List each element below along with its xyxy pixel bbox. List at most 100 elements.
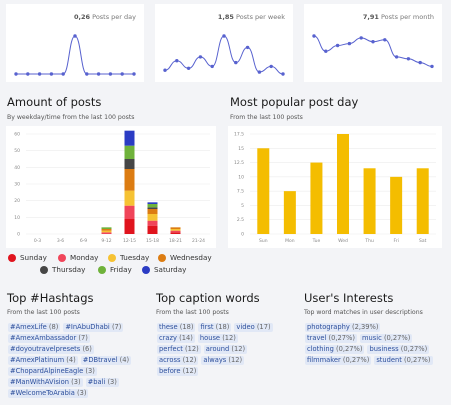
bar[interactable] [337, 134, 349, 234]
sparkline-point[interactable] [312, 34, 316, 38]
sparkline-point[interactable] [418, 60, 422, 65]
legend-item-friday[interactable]: Friday [98, 265, 132, 274]
sparkline-point[interactable] [61, 72, 65, 76]
stacked-bar-segment[interactable] [147, 204, 158, 208]
sparkline-point[interactable] [406, 57, 411, 61]
sparkline-point[interactable] [430, 64, 434, 69]
tag-row: clothing (0,27%) business (0,27%) [305, 344, 436, 355]
tag-chip[interactable]: #doyoutravelpresets (6) [8, 345, 94, 354]
tag-chip[interactable]: #WelcomeToArabia (3) [8, 389, 89, 398]
tag-chip[interactable]: travel (0,27%) [305, 334, 358, 343]
sparkline-point[interactable] [120, 72, 124, 76]
sparkline-point[interactable] [85, 72, 89, 76]
tag-chip[interactable]: across (12) [157, 356, 199, 365]
legend-item-wednesday[interactable]: Wednesday [158, 253, 212, 262]
stacked-bar-segment[interactable] [101, 230, 112, 233]
sparkline-point[interactable] [222, 34, 226, 38]
legend-item-thursday[interactable]: Thursday [40, 265, 85, 274]
legend-item-saturday[interactable]: Saturday [142, 265, 186, 274]
sparkline-point[interactable] [26, 72, 30, 76]
stacked-bar-segment[interactable] [101, 229, 112, 231]
tag-chip[interactable]: #ManWithAVision (3) [8, 378, 83, 387]
tag-chip[interactable]: photography (2,39%) [305, 323, 381, 332]
stacked-bar-segment[interactable] [147, 209, 158, 214]
stacked-bar-segment[interactable] [170, 229, 181, 231]
tag-chip[interactable]: perfect (12) [157, 345, 201, 354]
sparkline-point[interactable] [359, 36, 363, 40]
stacked-bar-segment[interactable] [170, 230, 181, 233]
stacked-bar-segment[interactable] [124, 205, 135, 219]
tag-chip[interactable]: #InAbuDhabi (7) [63, 323, 124, 332]
sparkline-point[interactable] [281, 72, 285, 76]
tag-chip[interactable]: #AmexAmbassador (7) [8, 334, 90, 343]
sparkline-point[interactable] [163, 68, 167, 72]
stacked-bar-segment[interactable] [101, 232, 112, 234]
bar[interactable] [310, 162, 323, 234]
sparkline-point[interactable] [269, 64, 273, 69]
tag-chip[interactable]: music (0,27%) [360, 334, 413, 343]
stacked-bar-segment[interactable] [147, 207, 158, 209]
sparkline-point[interactable] [108, 72, 113, 76]
tag-chip[interactable]: #DBtravel (4) [80, 356, 132, 365]
stacked-bar-segment[interactable] [124, 169, 135, 191]
sparkline-point[interactable] [132, 72, 136, 76]
stacked-bar-segment[interactable] [124, 145, 135, 159]
bar[interactable] [363, 168, 376, 234]
sparkline-point[interactable] [234, 60, 238, 65]
tag-chip[interactable]: around (12) [203, 345, 248, 354]
sparkline-point[interactable] [324, 49, 328, 53]
stacked-bar-segment[interactable] [170, 232, 181, 234]
stacked-bar-segment[interactable] [170, 227, 181, 229]
stacked-bar-segment[interactable] [101, 227, 112, 229]
sparkline-point[interactable] [96, 72, 101, 76]
sparkline-point[interactable] [14, 72, 18, 76]
sparkline-point[interactable] [257, 70, 262, 74]
tag-chip[interactable]: clothing (0,27%) [305, 345, 365, 354]
sparkline-point[interactable] [175, 59, 179, 63]
tag-chip[interactable]: before (12) [157, 367, 199, 376]
bar[interactable] [283, 191, 296, 234]
stacked-bar-segment[interactable] [124, 219, 135, 234]
tag-chip[interactable]: video (17) [234, 323, 273, 332]
sparkline-point[interactable] [383, 38, 387, 42]
bar[interactable] [257, 148, 270, 234]
tag-chip[interactable]: house (12) [197, 334, 238, 343]
sparkline-point[interactable] [49, 72, 54, 76]
bar[interactable] [390, 176, 403, 234]
tag-text: #bali [87, 378, 106, 386]
tag-chip[interactable]: business (0,27%) [367, 345, 430, 354]
stacked-bar-segment[interactable] [147, 225, 158, 234]
bar[interactable] [416, 168, 429, 234]
sparkline-point[interactable] [371, 40, 375, 44]
tag-chip[interactable]: always (12) [201, 356, 245, 365]
legend-item-sunday[interactable]: Sunday [8, 253, 47, 262]
legend-item-tuesday[interactable]: Tuesday [108, 253, 149, 262]
stacked-bar-segment[interactable] [124, 159, 135, 169]
tag-chip[interactable]: student (0,27%) [374, 356, 433, 365]
sparkline-point[interactable] [347, 41, 352, 46]
tag-chip[interactable]: crazy (14) [157, 334, 195, 343]
sparkline-point[interactable] [186, 66, 191, 70]
sparkline-point[interactable] [394, 55, 399, 59]
tag-chip[interactable]: #bali (3) [85, 378, 119, 387]
sparkline-point[interactable] [245, 45, 250, 50]
sparkline-point[interactable] [198, 55, 203, 59]
sparkline-point[interactable] [37, 72, 42, 76]
tag-chip[interactable]: #AmexLife (8) [8, 323, 61, 332]
stacked-bar-segment[interactable] [147, 214, 158, 221]
stacked-bar-segment[interactable] [124, 130, 135, 146]
stacked-bar-segment[interactable] [147, 202, 158, 204]
legend-item-monday[interactable]: Monday [58, 253, 98, 262]
tag-chip[interactable]: #AmexPlatinum (4) [8, 356, 78, 365]
tag-chip[interactable]: filmmaker (0,27%) [305, 356, 372, 365]
stacked-bar-segment[interactable] [147, 220, 158, 226]
sparkline-point[interactable] [335, 43, 340, 48]
stacked-bar-segment[interactable] [124, 190, 135, 206]
tag-chip[interactable]: first (18) [198, 323, 232, 332]
tag-chip[interactable]: these (18) [157, 323, 196, 332]
x-tick-label: Wed [338, 238, 348, 244]
hashtags-subtitle: From the last 100 posts [7, 309, 80, 316]
sparkline-point[interactable] [210, 64, 214, 69]
sparkline-point[interactable] [73, 34, 77, 38]
tag-chip[interactable]: #ChopardAlpineEagle (3) [8, 367, 97, 376]
